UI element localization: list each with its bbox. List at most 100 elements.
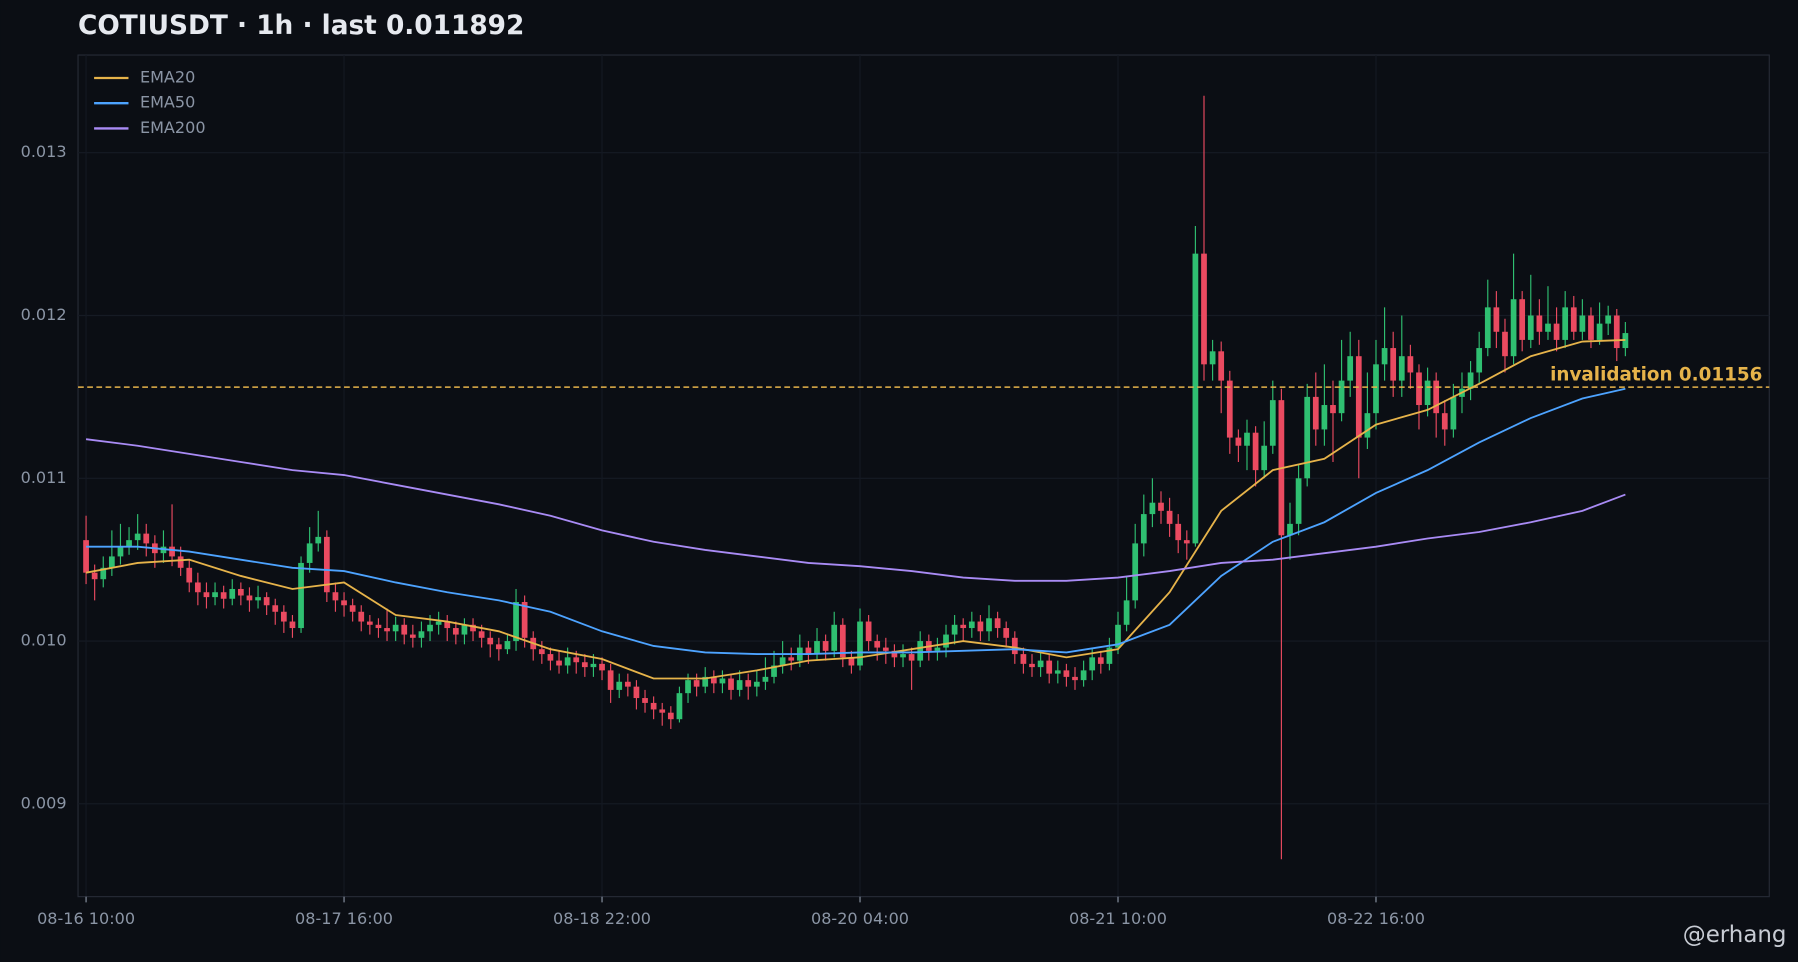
candle-body <box>212 592 218 598</box>
candle-body <box>100 567 107 580</box>
x-tick-label: 08-16 10:00 <box>37 909 135 928</box>
candle-body <box>762 676 769 682</box>
y-tick-label: 0.009 <box>21 793 67 812</box>
candle-body <box>504 641 511 650</box>
ema-line <box>86 387 1626 656</box>
candle-body <box>126 540 132 547</box>
candle-body <box>1519 299 1526 340</box>
y-tick-label: 0.012 <box>21 305 67 324</box>
candle-body <box>1097 657 1104 664</box>
candle-body <box>556 660 562 666</box>
candle-body <box>323 536 330 593</box>
candle-body <box>1054 670 1061 674</box>
candle-body <box>771 665 777 677</box>
candle-body <box>1502 331 1508 357</box>
plot-frame <box>77 54 1770 898</box>
candle-body <box>452 628 459 635</box>
candle-body <box>538 649 545 655</box>
candle-body <box>1312 396 1319 430</box>
candle-body <box>1252 432 1259 471</box>
candle-body <box>246 595 253 601</box>
candle-body <box>341 600 347 606</box>
candle-body <box>1226 380 1233 438</box>
candle-body <box>848 657 855 666</box>
candle-body <box>1123 600 1130 625</box>
watermark: @erhang <box>1683 922 1787 948</box>
candle-body <box>1433 380 1440 414</box>
candle-body <box>745 680 752 687</box>
candle-body <box>495 644 502 650</box>
candle-body <box>667 712 674 720</box>
candle-body <box>1476 348 1483 373</box>
chart-title: COTIUSDT · 1h · last 0.011892 <box>78 11 524 41</box>
candle-body <box>1192 253 1199 544</box>
candle-body <box>1381 348 1388 365</box>
candle-body <box>943 634 949 648</box>
candle-body <box>1536 315 1543 332</box>
candle-body <box>573 657 580 663</box>
legend-label: EMA200 <box>140 118 206 137</box>
candle-body <box>1029 663 1035 668</box>
candle-body <box>1003 628 1010 638</box>
candle-body <box>280 611 287 622</box>
candle-body <box>917 641 924 661</box>
candle-body <box>1287 523 1293 536</box>
candle-body <box>401 624 408 635</box>
candle-body <box>1321 405 1328 430</box>
candle-body <box>1562 307 1569 340</box>
candle-body <box>908 654 915 661</box>
candle-body <box>590 663 597 668</box>
candle-body <box>685 680 691 694</box>
candle-body <box>83 540 89 573</box>
x-tick-label: 08-22 16:00 <box>1327 909 1425 928</box>
invalidation-label: invalidation 0.01156 <box>1550 365 1762 386</box>
candle-body <box>298 562 304 629</box>
candle-body <box>1261 445 1268 471</box>
candle-body <box>272 605 279 612</box>
candle-body <box>143 533 150 544</box>
candle-body <box>1080 670 1087 681</box>
candle-body <box>1132 543 1139 601</box>
candle-body <box>229 588 236 599</box>
candle-body <box>263 597 270 606</box>
candle-body <box>968 621 975 629</box>
y-tick-label: 0.010 <box>21 631 67 650</box>
candle-body <box>1209 351 1216 365</box>
candle-body <box>642 698 648 703</box>
candle-body <box>736 680 743 690</box>
candle-body <box>1072 676 1078 681</box>
candle-body <box>306 543 313 563</box>
candle-body <box>1510 299 1517 357</box>
candle-body <box>788 657 795 661</box>
candle-body <box>1175 523 1182 541</box>
candle-body <box>169 546 175 557</box>
candle-body <box>581 662 588 668</box>
candle-body <box>1037 660 1044 668</box>
candle-body <box>1355 356 1362 438</box>
candle-body <box>805 647 812 655</box>
candle-body <box>547 654 554 661</box>
candle-body <box>676 693 683 720</box>
candle-body <box>1527 315 1534 340</box>
candle-body <box>1390 348 1397 381</box>
candle-body <box>427 624 433 632</box>
candle-body <box>1011 637 1018 655</box>
candle-body <box>1158 502 1164 511</box>
legend-label: EMA50 <box>140 93 195 112</box>
candle-body <box>702 676 709 687</box>
candle-body <box>203 592 210 598</box>
y-tick-label: 0.011 <box>21 468 67 487</box>
candle-body <box>255 597 261 601</box>
candle-body <box>986 618 992 632</box>
candle-body <box>753 681 760 687</box>
candle-body <box>461 624 468 635</box>
candle-body <box>599 663 605 671</box>
candle-body <box>1269 400 1276 446</box>
candle-body <box>108 556 115 568</box>
y-tick-label: 0.013 <box>21 142 67 161</box>
candle-body <box>186 567 193 583</box>
candle-body <box>1089 657 1096 671</box>
candle-body <box>1218 351 1225 381</box>
legend-label: EMA20 <box>140 67 195 86</box>
